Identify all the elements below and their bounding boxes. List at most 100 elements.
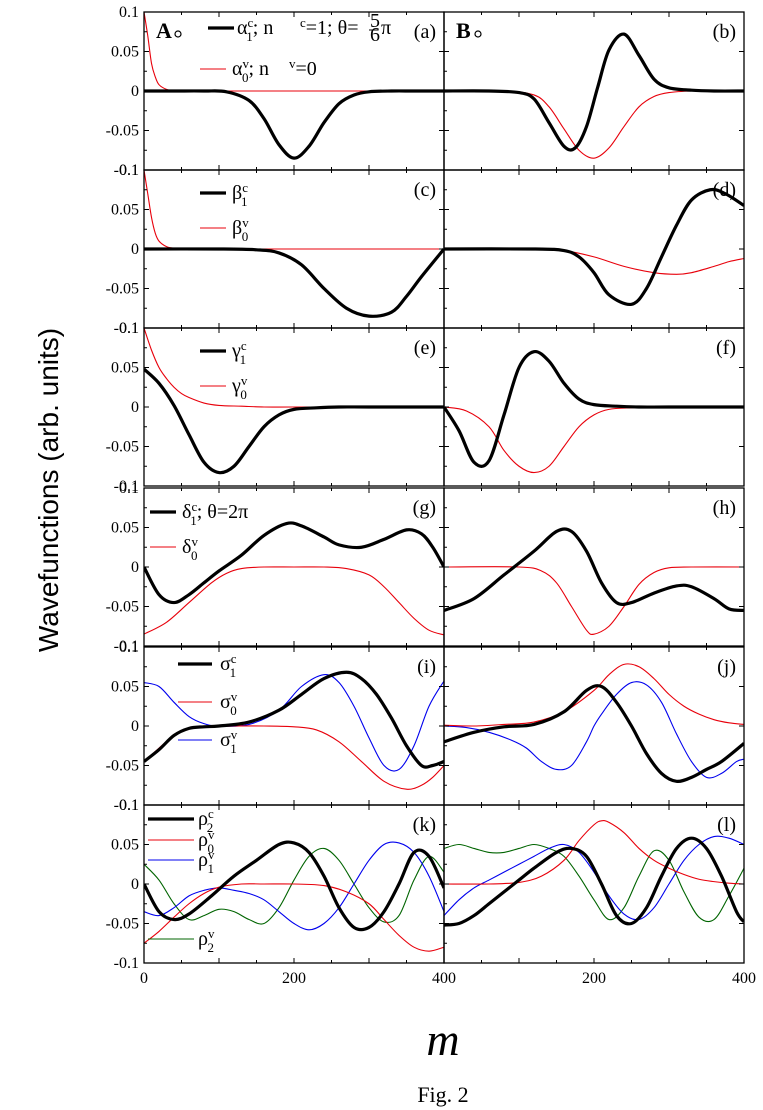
y-tick-label: 0.1 [119, 480, 139, 497]
series-group [444, 187, 744, 307]
x-tick-label: 200 [582, 970, 606, 987]
y-tick-label: 0.05 [111, 837, 139, 854]
legend-label-v0: ρv 0 [198, 827, 215, 856]
y-tick-label: 0.05 [111, 679, 139, 696]
y-tick-label: -0.1 [114, 797, 139, 814]
legend-row-2: βc 1βv 0 [200, 180, 249, 244]
legend-label-v0: σv 0 [220, 689, 238, 718]
legend-row-5: σc 1 σv 0 σv 1 [178, 651, 238, 756]
series-group [444, 663, 744, 783]
series-line-v1 [144, 674, 444, 772]
y-tick-label: -0.1 [114, 955, 139, 972]
series-line-v0 [444, 566, 744, 636]
panel-label: (i) [417, 656, 436, 678]
legend-row-1: αc 1; n αv 0; n c=1; θ= 56 π v=0 [200, 10, 391, 85]
y-tick-label: -0.05 [106, 281, 139, 298]
panel-e: 0.1 0.05 0 -0.05 -0.1 (e) [106, 320, 445, 495]
panel-label: (b) [713, 21, 736, 43]
column-label-b: B [456, 18, 471, 43]
series-line-v0 [144, 12, 444, 92]
series-line-c [144, 521, 444, 605]
column-label-dot [174, 30, 182, 38]
series-line-v0 [144, 170, 444, 250]
panel-label: (k) [413, 814, 436, 836]
y-tick-label: 0.1 [119, 162, 139, 179]
panel-b: (b) [443, 11, 745, 171]
series-line-v0 [444, 820, 744, 885]
series-group [144, 328, 444, 475]
theta-pi: π [381, 17, 391, 39]
y-tick-label: -0.05 [106, 439, 139, 456]
panel-label: (c) [414, 179, 436, 201]
series-group [144, 670, 444, 790]
y-tick-label: 0 [131, 559, 139, 576]
legend-label-c: ρc 2 [198, 806, 214, 835]
figure-caption: Fig. 2 [417, 1082, 468, 1107]
x-tick-label: 400 [432, 970, 456, 987]
x-tick-label: 0 [140, 970, 148, 987]
panel-label: (l) [717, 814, 736, 836]
legend-label-v1: ρv 1 [198, 847, 215, 876]
column-label-a: A [156, 18, 172, 43]
y-tick-label: 0.05 [111, 520, 139, 537]
y-tick-label: 0.1 [119, 639, 139, 656]
y-tick-label: 0.05 [111, 44, 139, 61]
legend-label-v0: αv 0; n [232, 56, 269, 85]
panel-k: 0.1 0.05 0 -0.05 -0.1 (k) [106, 797, 445, 972]
legend-row-4: δc 1; θ=2π δv 0 [150, 499, 248, 563]
panel-label: (h) [713, 497, 736, 519]
legend-row-3: γc 1γv 0 [200, 338, 248, 402]
series-line-c [444, 836, 744, 927]
y-tick-label: -0.05 [106, 758, 139, 775]
legend-label-v2: ρv 2 [198, 926, 215, 955]
legend-extra-v: v=0 [289, 56, 317, 80]
series-line-v0 [144, 566, 444, 636]
series-line-v0 [144, 328, 444, 408]
series-line-v1 [144, 841, 444, 931]
series-line-c [144, 840, 444, 932]
series-group [444, 349, 744, 474]
panel-i: 0.1 0.05 0 -0.05 -0.1 (i) [106, 639, 445, 814]
legend-label-v1: σv 1 [220, 727, 238, 756]
series-line-c [444, 349, 744, 468]
panel-j: (j) [443, 646, 745, 806]
theta-fraction: 6 [370, 24, 380, 46]
y-tick-label: -0.1 [114, 162, 139, 179]
legend-label-v0: δv 0 [182, 534, 198, 563]
theta-fraction: 5 [370, 10, 380, 32]
y-tick-label: -0.1 [114, 478, 139, 495]
series-line-v2 [144, 847, 444, 925]
series-group [444, 820, 744, 927]
series-line-v1 [444, 681, 744, 779]
panel-f: (f) [443, 327, 745, 487]
panel-label: (g) [413, 497, 436, 519]
series-group [144, 521, 444, 636]
legend-label-c: σc 1 [220, 651, 237, 680]
panel-g: 0.1 0.05 0 -0.05 -0.1 (g) [106, 480, 445, 655]
series-line-v2 [444, 843, 744, 923]
column-label-dot [474, 30, 482, 38]
legend-label-c: βc 1 [232, 180, 248, 209]
panel-c: 0.1 0.05 0 -0.05 -0.1 (c) [106, 162, 445, 337]
legend-label-c: γc 1 [231, 338, 247, 367]
y-tick-label: 0 [131, 399, 139, 416]
y-tick-label: -0.1 [114, 320, 139, 337]
y-tick-label: 0.05 [111, 202, 139, 219]
x-axis-label: m [426, 1014, 459, 1065]
legend-row-6: ρc 2ρv 0ρv 1 ρv 2 [148, 806, 215, 955]
y-tick-label: 0 [131, 876, 139, 893]
series-group [144, 840, 444, 952]
legend-layer: αc 1; nαv 0; nc=1; θ= 56 πv=0βc 1βv 0γc 1γv 0δc 1… [148, 10, 391, 955]
series-line-c [444, 684, 744, 783]
series-line-c [144, 367, 444, 475]
y-tick-label: -0.05 [106, 123, 139, 140]
y-tick-label: 0.05 [111, 360, 139, 377]
series-group [144, 12, 444, 160]
y-tick-label: 0.1 [119, 320, 139, 337]
plot-layer: 0.1 0.05 0 -0.05 -0.1 (a) (b) 0.1 0.05 0 -0.05 -0.1… [106, 4, 756, 987]
series-line-c [144, 247, 444, 318]
legend-extra-c: c=1; θ= [300, 15, 358, 39]
panel-d: (d) [443, 169, 745, 329]
x-tick-label: 400 [732, 970, 756, 987]
series-line-c [444, 187, 744, 307]
